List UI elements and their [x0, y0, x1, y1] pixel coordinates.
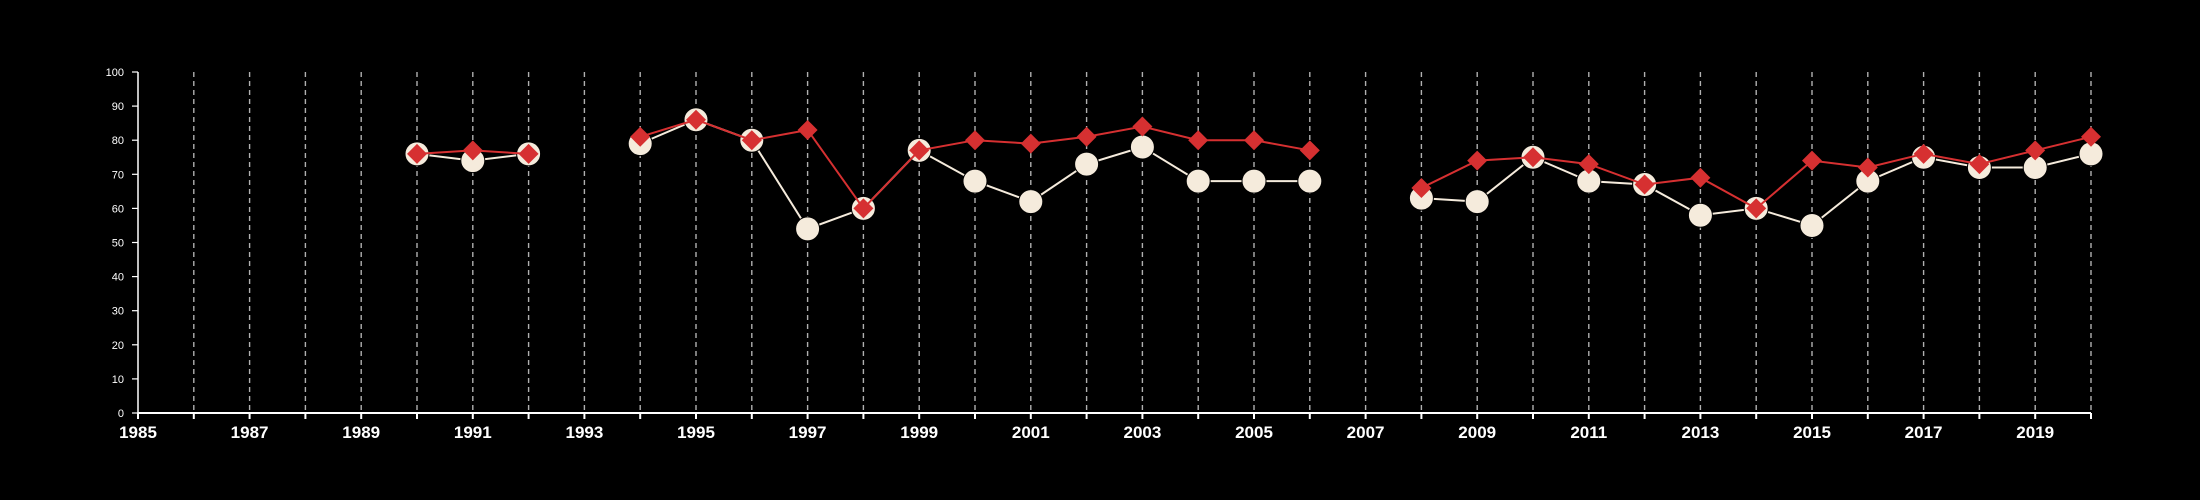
- data-point: [1969, 154, 1990, 175]
- data-point: [909, 140, 930, 161]
- x-tick-label: 1987: [231, 423, 269, 442]
- x-tick-label: 1989: [342, 423, 380, 442]
- x-tick-label: 1997: [789, 423, 827, 442]
- axes: [132, 71, 2092, 419]
- y-tick-label: 90: [112, 101, 124, 113]
- x-tick-label: 2007: [1347, 423, 1385, 442]
- x-tick-label: 2019: [2016, 423, 2054, 442]
- y-tick-label: 80: [112, 135, 124, 147]
- data-point: [1690, 167, 1711, 188]
- data-point: [1020, 133, 1041, 154]
- x-tick-label: 1985: [119, 423, 157, 442]
- x-tick-label: 2005: [1235, 423, 1273, 442]
- data-point: [1411, 177, 1432, 198]
- data-point: [741, 130, 762, 151]
- y-tick-label: 20: [112, 340, 124, 352]
- data-point: [1244, 130, 1264, 151]
- data-point: [686, 109, 706, 130]
- x-tick-label: 1993: [565, 423, 603, 442]
- data-point: [1074, 151, 1100, 177]
- data-point: [518, 143, 539, 164]
- x-tick-label: 2011: [1570, 423, 1607, 442]
- data-point: [962, 168, 988, 194]
- y-tick-label: 30: [112, 306, 124, 318]
- x-tick-label: 2003: [1123, 423, 1161, 442]
- data-point: [1799, 212, 1825, 238]
- y-tick-label: 60: [112, 203, 124, 215]
- data-point: [1802, 150, 1822, 171]
- x-tick-label: 2001: [1012, 423, 1050, 442]
- series-group: [404, 107, 2104, 242]
- data-point: [965, 130, 985, 151]
- x-tick-label: 2013: [1681, 423, 1719, 442]
- data-point: [1241, 168, 1267, 194]
- x-tick-label: 1999: [900, 423, 938, 442]
- data-point: [1076, 126, 1097, 147]
- diamond-series: [407, 109, 2101, 219]
- y-tick-label: 0: [118, 408, 124, 420]
- y-tick-label: 50: [112, 238, 124, 250]
- data-point: [2025, 140, 2046, 161]
- x-tick-label: 2015: [1793, 423, 1831, 442]
- data-point: [1467, 150, 1488, 171]
- data-point: [1129, 134, 1155, 160]
- data-point: [630, 126, 651, 147]
- data-point: [1297, 168, 1323, 194]
- data-point: [1746, 198, 1767, 219]
- data-point: [1578, 154, 1599, 175]
- data-point: [1299, 140, 1320, 161]
- data-point: [1687, 202, 1713, 228]
- data-point: [1464, 189, 1490, 215]
- data-point: [2081, 126, 2101, 147]
- data-point: [1913, 143, 1934, 164]
- x-tick-label: 1995: [677, 423, 715, 442]
- x-tick-label: 2017: [1905, 423, 1943, 442]
- data-point: [795, 216, 821, 242]
- data-point: [1018, 189, 1044, 215]
- x-tick-label: 1991: [454, 423, 492, 442]
- tick-labels: 1985 1987 1989 1991 1993 1995 1997 1999 2001 2003…: [106, 67, 2054, 442]
- data-point: [1523, 147, 1543, 168]
- y-tick-label: 100: [106, 67, 124, 79]
- data-point: [797, 119, 818, 140]
- y-tick-label: 70: [112, 169, 124, 181]
- data-point: [1185, 168, 1211, 194]
- y-tick-label: 10: [112, 374, 124, 386]
- data-point: [1132, 116, 1153, 137]
- data-point: [1857, 157, 1878, 178]
- data-point: [853, 198, 874, 219]
- data-point: [407, 143, 427, 164]
- x-tick-label: 2009: [1458, 423, 1496, 442]
- data-point: [1634, 174, 1655, 195]
- data-point: [1188, 130, 1209, 151]
- data-point: [462, 140, 483, 161]
- y-tick-label: 40: [112, 272, 124, 284]
